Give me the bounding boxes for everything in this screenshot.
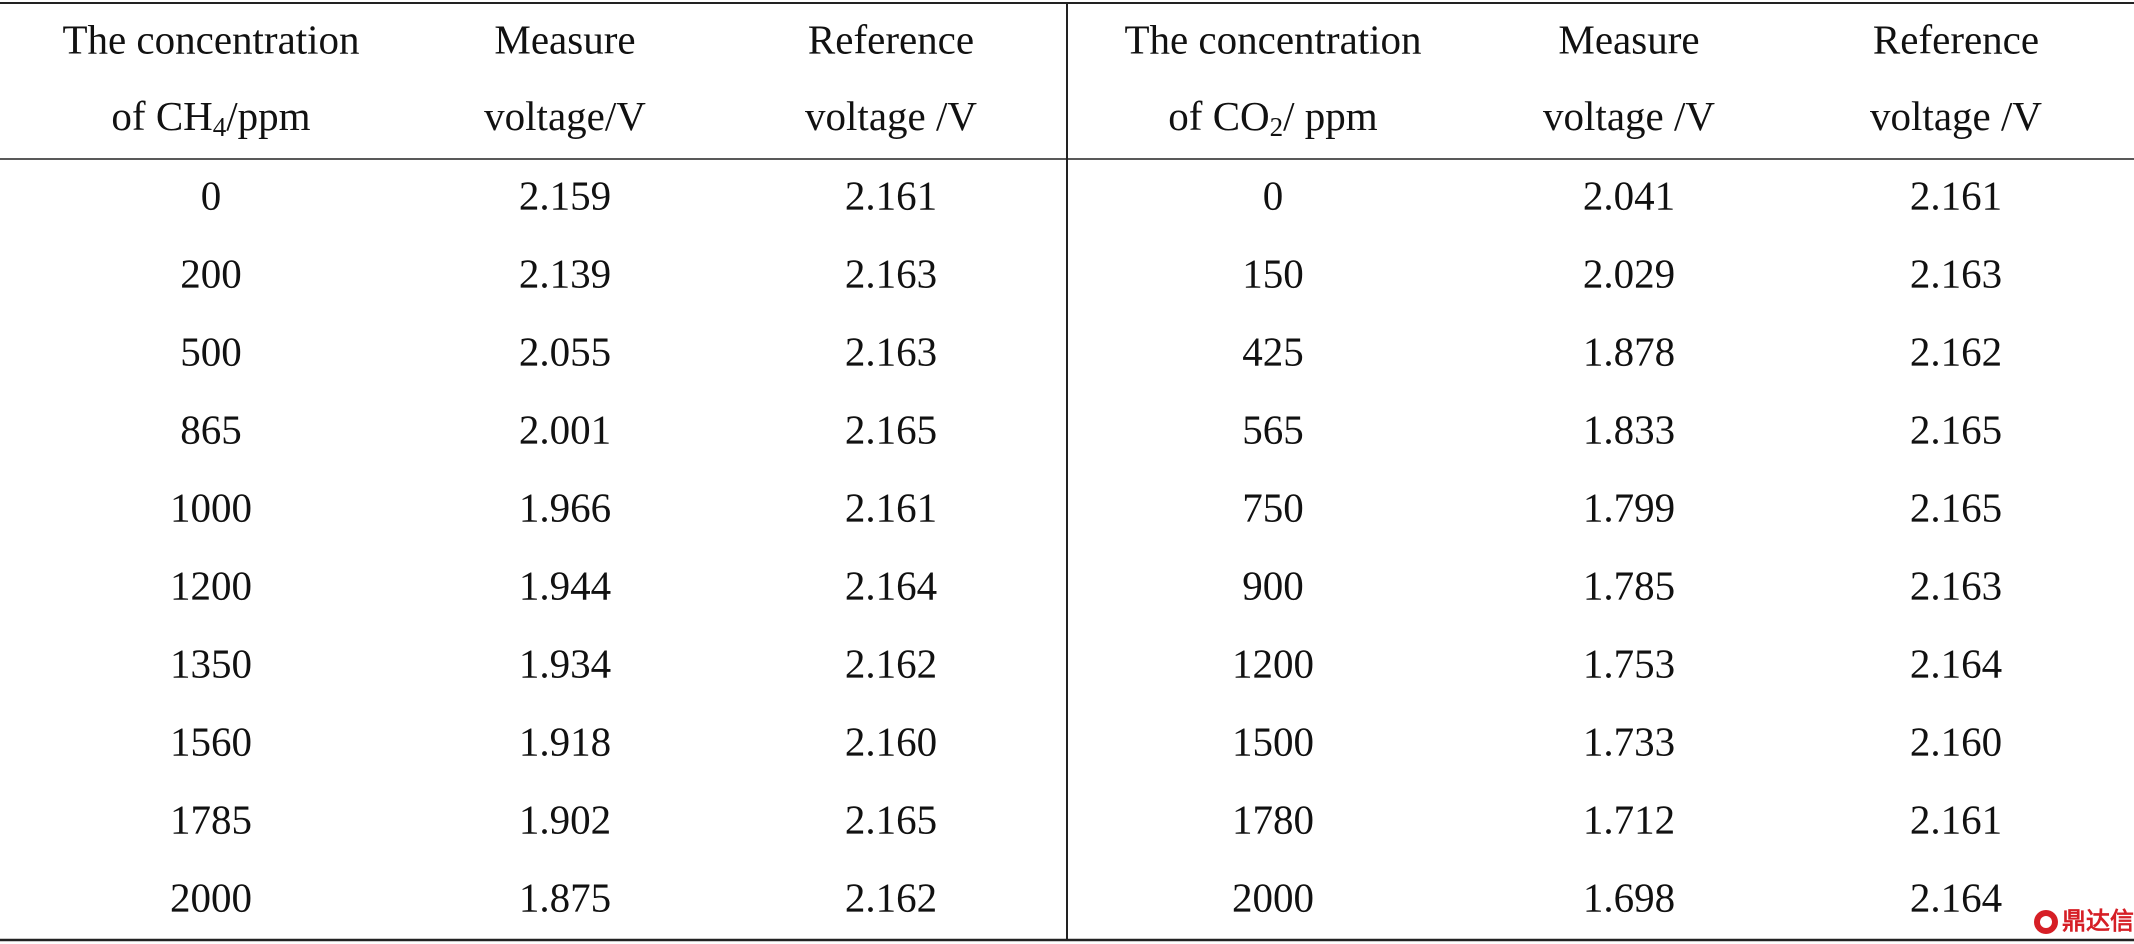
cell: 2.165 bbox=[1910, 484, 2002, 530]
cell: 0 bbox=[1263, 172, 1284, 218]
cell: 1.733 bbox=[1583, 718, 1675, 764]
header-line: The concentration bbox=[62, 16, 359, 62]
header-line: of CO2/ ppm bbox=[1168, 93, 1378, 142]
cell: 2.164 bbox=[1910, 640, 2002, 686]
header-line: of CH4/ppm bbox=[111, 93, 310, 142]
cell: 0 bbox=[201, 172, 222, 218]
cell: 565 bbox=[1242, 406, 1304, 452]
cell: 1.944 bbox=[519, 562, 611, 608]
header-text: voltage/V bbox=[484, 93, 646, 139]
cell: 2.164 bbox=[1910, 874, 2002, 920]
cell: 500 bbox=[180, 328, 242, 374]
cell: 2.161 bbox=[845, 484, 937, 530]
subscript: 2 bbox=[1270, 112, 1284, 142]
header-line: Reference bbox=[1873, 16, 2039, 62]
cell: 2.165 bbox=[1910, 406, 2002, 452]
watermark-logo bbox=[2034, 910, 2058, 934]
header-text: of CO bbox=[1168, 93, 1269, 139]
cell: 2.041 bbox=[1583, 172, 1675, 218]
cell: 1.712 bbox=[1583, 796, 1675, 842]
cell: 2.161 bbox=[845, 172, 937, 218]
cell: 2.139 bbox=[519, 250, 611, 296]
header-line: Measure bbox=[1558, 16, 1699, 62]
cell: 2.163 bbox=[845, 250, 937, 296]
cell: 2.163 bbox=[845, 328, 937, 374]
cell: 1.875 bbox=[519, 874, 611, 920]
cell: 1.753 bbox=[1583, 640, 1675, 686]
cell: 750 bbox=[1242, 484, 1304, 530]
cell: 2.162 bbox=[1910, 328, 2002, 374]
cell: 2.164 bbox=[845, 562, 937, 608]
header-line: Reference bbox=[808, 16, 974, 62]
cell: 2000 bbox=[170, 874, 252, 920]
cell: 2.161 bbox=[1910, 172, 2002, 218]
cell: 2.160 bbox=[845, 718, 937, 764]
cell: 1560 bbox=[170, 718, 252, 764]
cell: 1350 bbox=[170, 640, 252, 686]
header-text: of CH bbox=[111, 93, 212, 139]
header-line: voltage/V bbox=[484, 93, 646, 139]
cell: 2.029 bbox=[1583, 250, 1675, 296]
cell: 1.934 bbox=[519, 640, 611, 686]
cell: 2.055 bbox=[519, 328, 611, 374]
header-line: The concentration bbox=[1124, 16, 1421, 62]
cell: 425 bbox=[1242, 328, 1304, 374]
watermark: 鼎达信 bbox=[2062, 907, 2134, 935]
header-line: Measure bbox=[494, 16, 635, 62]
header-line: voltage /V bbox=[1543, 93, 1715, 139]
cell: 1.698 bbox=[1583, 874, 1675, 920]
cell: 2.162 bbox=[845, 874, 937, 920]
cell: 865 bbox=[180, 406, 242, 452]
cell: 1.918 bbox=[519, 718, 611, 764]
cell: 2.165 bbox=[845, 796, 937, 842]
cell: 1.878 bbox=[1583, 328, 1675, 374]
cell: 2.160 bbox=[1910, 718, 2002, 764]
cell: 1500 bbox=[1232, 718, 1314, 764]
cell: 1.785 bbox=[1583, 562, 1675, 608]
cell: 2.162 bbox=[845, 640, 937, 686]
cell: 1200 bbox=[170, 562, 252, 608]
cell: 150 bbox=[1242, 250, 1304, 296]
header-text: voltage /V bbox=[805, 93, 977, 139]
header-text: / ppm bbox=[1283, 93, 1378, 139]
cell: 2.001 bbox=[519, 406, 611, 452]
cell: 2.163 bbox=[1910, 250, 2002, 296]
cell: 1.966 bbox=[519, 484, 611, 530]
header-text: voltage /V bbox=[1543, 93, 1715, 139]
cell: 1785 bbox=[170, 796, 252, 842]
cell: 1000 bbox=[170, 484, 252, 530]
cell: 2.165 bbox=[845, 406, 937, 452]
header-line: voltage /V bbox=[1870, 93, 2042, 139]
cell: 200 bbox=[180, 250, 242, 296]
header-text: /ppm bbox=[226, 93, 310, 139]
cell: 1200 bbox=[1232, 640, 1314, 686]
cell: 1.833 bbox=[1583, 406, 1675, 452]
cell: 1780 bbox=[1232, 796, 1314, 842]
cell: 2.161 bbox=[1910, 796, 2002, 842]
cell: 2.159 bbox=[519, 172, 611, 218]
header-line: voltage /V bbox=[805, 93, 977, 139]
subscript: 4 bbox=[213, 112, 227, 142]
cell: 2.163 bbox=[1910, 562, 2002, 608]
cell: 1.902 bbox=[519, 796, 611, 842]
cell: 2000 bbox=[1232, 874, 1314, 920]
header-text: voltage /V bbox=[1870, 93, 2042, 139]
cell: 1.799 bbox=[1583, 484, 1675, 530]
cell: 900 bbox=[1242, 562, 1304, 608]
